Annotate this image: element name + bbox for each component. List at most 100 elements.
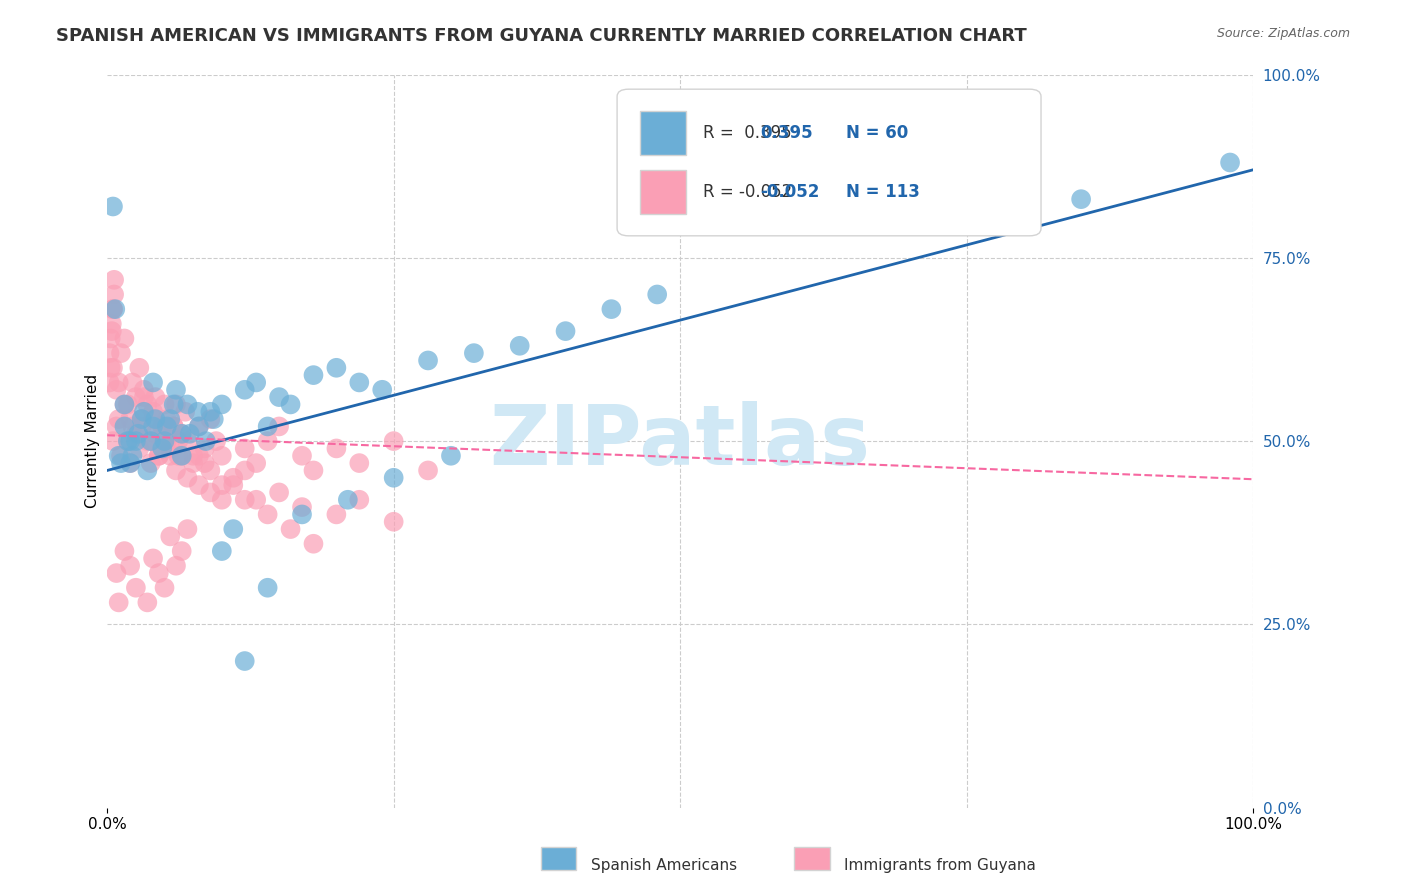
Point bbox=[120, 456, 142, 470]
Point bbox=[142, 376, 165, 390]
Point bbox=[110, 346, 132, 360]
Point bbox=[416, 463, 439, 477]
Point bbox=[211, 478, 233, 492]
Point bbox=[269, 485, 291, 500]
Point bbox=[349, 456, 371, 470]
Point bbox=[159, 449, 181, 463]
Point bbox=[1070, 192, 1092, 206]
Point bbox=[245, 492, 267, 507]
Point bbox=[128, 442, 150, 456]
Point bbox=[165, 463, 187, 477]
Point bbox=[150, 442, 173, 456]
Point bbox=[153, 581, 176, 595]
Text: SPANISH AMERICAN VS IMMIGRANTS FROM GUYANA CURRENTLY MARRIED CORRELATION CHART: SPANISH AMERICAN VS IMMIGRANTS FROM GUYA… bbox=[56, 27, 1026, 45]
Point bbox=[112, 397, 135, 411]
Point bbox=[200, 405, 222, 419]
Point bbox=[131, 412, 153, 426]
Point bbox=[233, 383, 256, 397]
Point bbox=[153, 397, 176, 411]
Point bbox=[245, 376, 267, 390]
Point bbox=[233, 442, 256, 456]
Point bbox=[112, 419, 135, 434]
Point bbox=[163, 397, 186, 411]
Point bbox=[645, 287, 668, 301]
Point bbox=[233, 654, 256, 668]
Point bbox=[181, 456, 204, 470]
Point bbox=[128, 360, 150, 375]
Text: Immigrants from Guyana: Immigrants from Guyana bbox=[844, 858, 1035, 872]
Point bbox=[222, 522, 245, 536]
Point bbox=[302, 463, 325, 477]
Point bbox=[159, 529, 181, 543]
Point bbox=[280, 522, 302, 536]
Point bbox=[120, 412, 142, 426]
Point bbox=[112, 544, 135, 558]
Point bbox=[145, 412, 167, 426]
Point bbox=[179, 426, 201, 441]
Point bbox=[159, 442, 181, 456]
FancyBboxPatch shape bbox=[640, 112, 686, 155]
FancyBboxPatch shape bbox=[617, 89, 1040, 235]
Point bbox=[120, 456, 142, 470]
Point bbox=[127, 426, 149, 441]
Point bbox=[336, 492, 359, 507]
Point bbox=[349, 376, 371, 390]
Point bbox=[256, 419, 278, 434]
Point bbox=[256, 508, 278, 522]
Point bbox=[107, 412, 129, 426]
Point bbox=[256, 434, 278, 449]
Point bbox=[167, 449, 190, 463]
Point bbox=[107, 449, 129, 463]
Point bbox=[107, 595, 129, 609]
Point bbox=[159, 412, 181, 426]
Point bbox=[101, 317, 124, 331]
Point bbox=[222, 471, 245, 485]
Point bbox=[509, 339, 531, 353]
Y-axis label: Currently Married: Currently Married bbox=[86, 374, 100, 508]
Point bbox=[139, 434, 162, 449]
Point bbox=[142, 551, 165, 566]
Point bbox=[101, 199, 124, 213]
Point bbox=[153, 434, 176, 449]
Point bbox=[211, 397, 233, 411]
Point bbox=[121, 419, 143, 434]
Point bbox=[136, 434, 159, 449]
Point bbox=[148, 449, 170, 463]
Point bbox=[302, 368, 325, 383]
FancyBboxPatch shape bbox=[640, 169, 686, 214]
Point bbox=[103, 287, 125, 301]
Point bbox=[174, 405, 197, 419]
Point bbox=[211, 449, 233, 463]
Point bbox=[110, 456, 132, 470]
Point bbox=[136, 397, 159, 411]
Point bbox=[170, 426, 193, 441]
Point bbox=[163, 419, 186, 434]
Point bbox=[98, 346, 121, 360]
Point bbox=[103, 273, 125, 287]
Point bbox=[117, 397, 139, 411]
Point bbox=[145, 426, 167, 441]
Point bbox=[121, 449, 143, 463]
Point bbox=[554, 324, 576, 338]
Point bbox=[120, 558, 142, 573]
Point bbox=[416, 353, 439, 368]
Point bbox=[325, 442, 347, 456]
Point bbox=[170, 426, 193, 441]
Point bbox=[202, 412, 225, 426]
Point bbox=[165, 558, 187, 573]
Point bbox=[187, 478, 209, 492]
Point bbox=[125, 426, 148, 441]
Point bbox=[302, 537, 325, 551]
Point bbox=[170, 544, 193, 558]
Point bbox=[132, 383, 155, 397]
Point bbox=[222, 478, 245, 492]
Point bbox=[139, 456, 162, 470]
Point bbox=[139, 434, 162, 449]
Point bbox=[112, 397, 135, 411]
Text: Spanish Americans: Spanish Americans bbox=[591, 858, 737, 872]
Point bbox=[176, 397, 198, 411]
Point bbox=[211, 544, 233, 558]
Point bbox=[107, 376, 129, 390]
Point bbox=[142, 412, 165, 426]
Point bbox=[136, 595, 159, 609]
